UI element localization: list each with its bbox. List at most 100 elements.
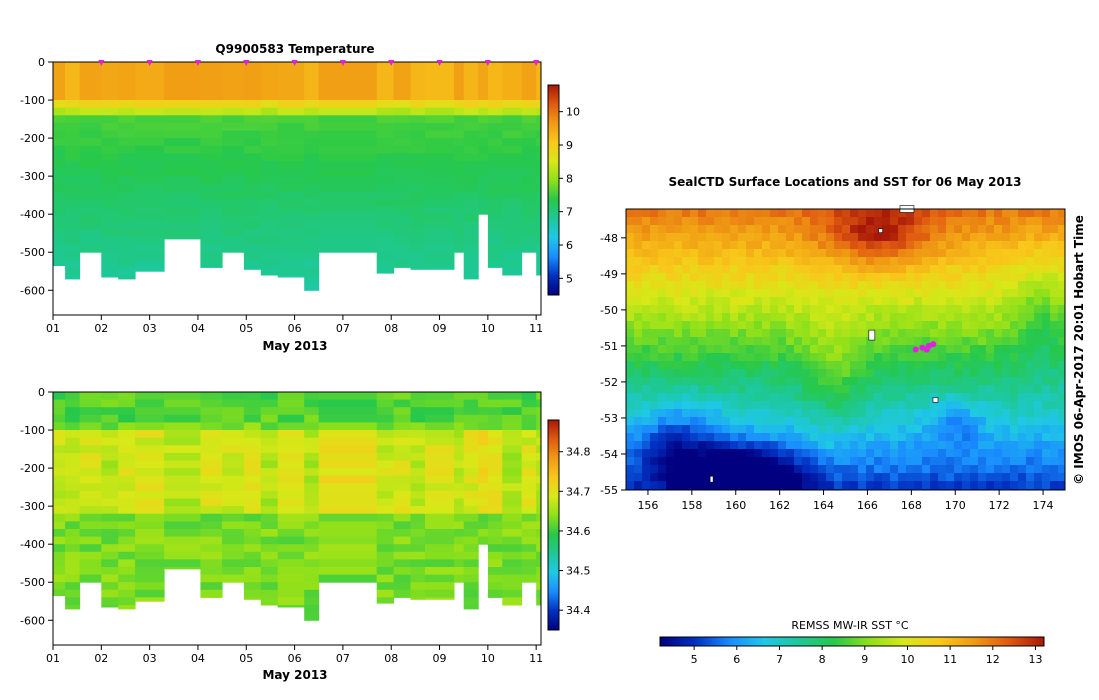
data-cell [101, 529, 119, 538]
map-cell [634, 433, 643, 442]
data-cell [478, 392, 489, 401]
data-cell [536, 407, 542, 416]
map-cell [674, 473, 683, 482]
map-cell [754, 249, 763, 258]
map-cell [802, 417, 811, 426]
map-cell [978, 257, 987, 266]
data-cell [318, 168, 378, 177]
map-cell [762, 465, 771, 474]
map-cell [930, 273, 939, 282]
data-cell [200, 100, 223, 109]
data-cell [410, 430, 426, 439]
data-cell [318, 414, 378, 423]
data-cell [222, 544, 245, 553]
map-cell [634, 241, 643, 250]
map-cell [1034, 217, 1043, 226]
map-cell [786, 345, 795, 354]
seal-location-point [930, 341, 937, 348]
x-tick-label: 04 [191, 322, 205, 335]
map-cell [1042, 401, 1051, 410]
map-cell [722, 409, 731, 418]
map-cell [802, 353, 811, 362]
map-cell [682, 233, 691, 242]
data-cell [135, 460, 165, 469]
map-cell [906, 321, 915, 330]
data-cell [463, 574, 479, 583]
data-cell [101, 115, 119, 124]
map-cell [642, 393, 651, 402]
map-cell [1034, 449, 1043, 458]
data-cell [118, 475, 136, 484]
map-cell [746, 257, 755, 266]
map-cell [770, 481, 779, 490]
map-cell [962, 425, 971, 434]
data-cell [454, 199, 465, 208]
map-cell [986, 241, 995, 250]
data-cell [101, 605, 119, 608]
data-cell [393, 100, 411, 109]
map-cell [922, 273, 931, 282]
x-tick-label: 01 [46, 652, 60, 665]
map-cell [994, 433, 1003, 442]
map-cell [962, 401, 971, 410]
map-cell [1058, 233, 1066, 242]
data-cell [304, 551, 320, 560]
map-cell [898, 393, 907, 402]
data-cell [478, 183, 489, 192]
map-cell [1010, 329, 1019, 338]
map-cell [978, 361, 987, 370]
data-cell [243, 62, 262, 71]
map-cell [1026, 457, 1035, 466]
map-cell [954, 273, 963, 282]
map-cell [770, 305, 779, 314]
map-cell [746, 465, 755, 474]
data-cell [243, 84, 262, 93]
data-cell [521, 483, 537, 492]
data-cell [164, 399, 201, 408]
data-cell [135, 529, 165, 538]
map-cell [978, 249, 987, 258]
data-cell [79, 183, 102, 192]
colorbar-tick-label: 34.8 [566, 446, 591, 459]
map-cell [770, 441, 779, 450]
data-cell [164, 498, 201, 507]
data-cell [487, 183, 503, 192]
map-cell [850, 441, 859, 450]
map-cell [778, 369, 787, 378]
map-cell [730, 225, 739, 234]
data-cell [536, 399, 542, 408]
map-cell [762, 329, 771, 338]
map-cell [1034, 337, 1043, 346]
map-cell [642, 441, 651, 450]
map-cell [898, 257, 907, 266]
map-cell [754, 225, 763, 234]
data-cell [65, 62, 81, 71]
data-cell [164, 437, 201, 446]
data-cell [410, 62, 426, 71]
map-cell [978, 329, 987, 338]
map-cell [810, 257, 819, 266]
data-cell [410, 498, 426, 507]
map-cell [858, 321, 867, 330]
map-cell [1002, 385, 1011, 394]
map-cell [1034, 329, 1043, 338]
data-cell [410, 490, 426, 499]
map-cell [802, 425, 811, 434]
map-cell [858, 385, 867, 394]
map-cell [1042, 289, 1051, 298]
map-cell [1026, 481, 1035, 490]
map-cell [698, 361, 707, 370]
data-cell [536, 62, 542, 71]
data-cell [260, 468, 279, 477]
data-cell [79, 422, 102, 431]
data-cell [521, 62, 537, 71]
map-cell [730, 385, 739, 394]
map-cell [834, 249, 843, 258]
map-cell [690, 273, 699, 282]
data-cell [243, 191, 262, 200]
data-cell [425, 551, 455, 560]
map-cell [706, 353, 715, 362]
map-cell [666, 217, 675, 226]
map-cell [1010, 225, 1019, 234]
data-cell [410, 115, 426, 124]
